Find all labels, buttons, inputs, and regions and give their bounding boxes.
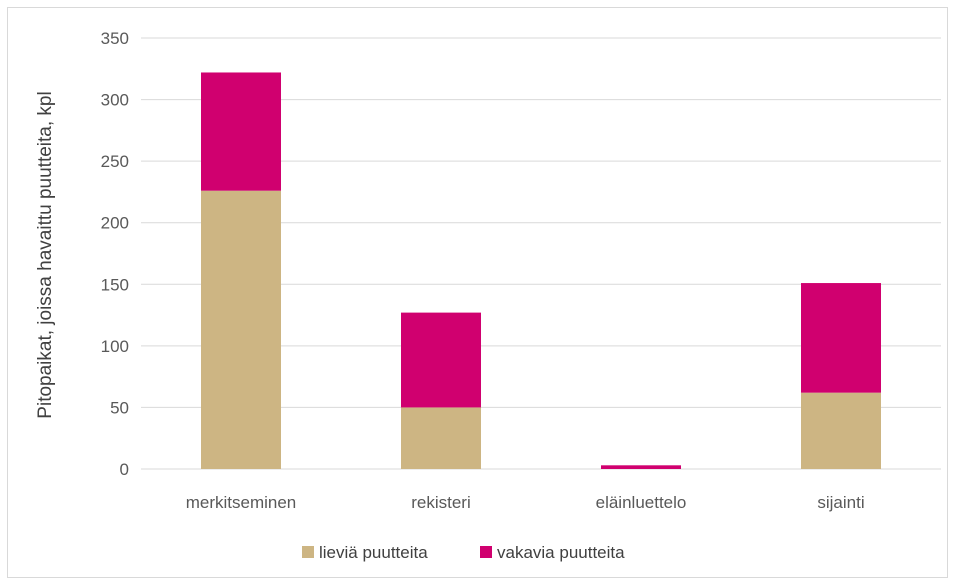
x-tick-labels: merkitseminen rekisteri eläinluettelo sijai… <box>186 493 865 512</box>
y-axis-title: Pitopaikat, joissa havaittu puutteita, k… <box>35 91 56 418</box>
y-tick-label-200: 200 <box>101 214 129 233</box>
bar-sijainti-vakavia-puutteita <box>801 283 881 393</box>
bar-merkitseminen-vakavia-puutteita <box>201 72 281 191</box>
y-tick-label-0: 0 <box>120 460 129 479</box>
legend-swatch-lieviä-puutteita <box>302 546 314 558</box>
bar-sijainti-lieviä-puutteita <box>801 392 881 469</box>
x-tick-label-eläinluettelo: eläinluettelo <box>596 493 687 512</box>
bars <box>201 72 881 469</box>
bar-merkitseminen-lieviä-puutteita <box>201 190 281 469</box>
x-tick-label-sijainti: sijainti <box>817 493 864 512</box>
chart-frame <box>7 7 948 578</box>
y-tick-label-50: 50 <box>110 398 129 417</box>
y-tick-label-300: 300 <box>101 91 129 110</box>
y-tick-label-100: 100 <box>101 337 129 356</box>
y-tick-label-250: 250 <box>101 152 129 171</box>
bar-rekisteri-lieviä-puutteita <box>401 407 481 469</box>
y-tick-label-150: 150 <box>101 275 129 294</box>
x-tick-label-merkitseminen: merkitseminen <box>186 493 297 512</box>
bar-rekisteri-vakavia-puutteita <box>401 312 481 408</box>
legend-swatch-vakavia-puutteita <box>480 546 492 558</box>
legend: lieviä puutteita vakavia puutteita <box>302 543 625 562</box>
bar-eläinluettelo-vakavia-puutteita <box>601 465 681 469</box>
y-tick-labels: 0 50 100 150 200 250 300 350 <box>101 29 129 479</box>
legend-label-lieviä-puutteita: lieviä puutteita <box>319 543 428 562</box>
legend-label-vakavia-puutteita: vakavia puutteita <box>497 543 625 562</box>
y-tick-label-350: 350 <box>101 29 129 48</box>
x-tick-label-rekisteri: rekisteri <box>411 493 471 512</box>
